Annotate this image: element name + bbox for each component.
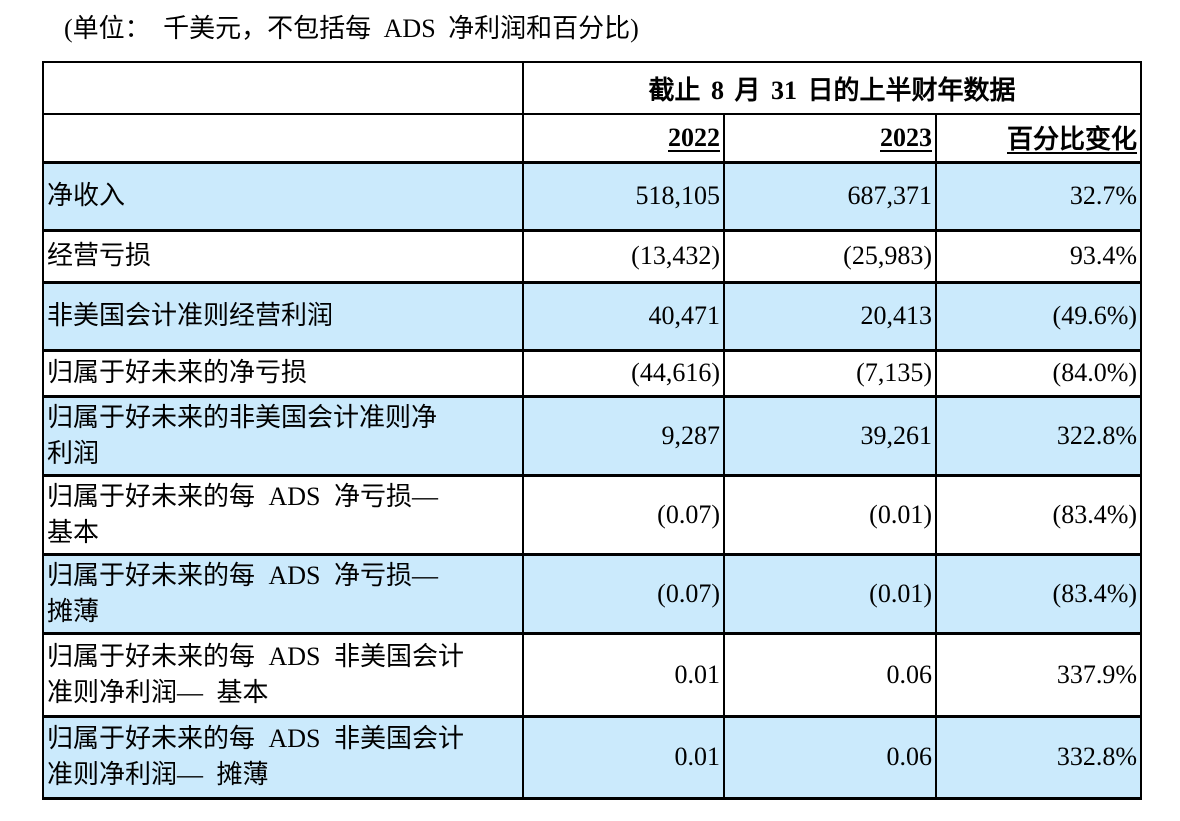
row-label: 归属于好未来的每 ADS 非美国会计 准则净利润— 摊薄 xyxy=(42,714,524,800)
value-2022: 40,471 xyxy=(522,280,725,352)
pct-change: (83.4%) xyxy=(934,552,1143,635)
header-row-period: 截止 8 月 31 日的上半财年数据 xyxy=(42,61,1143,115)
unit-note: (单位： 千美元，不包括每 ADS 净利润和百分比) xyxy=(64,14,639,43)
table-body: 净收入 518,105 687,371 32.7% 经营亏损 (13,432) … xyxy=(42,160,1143,800)
pct-change: 32.7% xyxy=(934,160,1143,232)
row-label: 归属于好未来的净亏损 xyxy=(42,348,524,398)
pct-change: (49.6%) xyxy=(934,280,1143,352)
value-2023: (7,135) xyxy=(723,348,937,398)
value-2023: (25,983) xyxy=(723,228,937,284)
row-label: 经营亏损 xyxy=(42,228,524,284)
column-header-2022: 2022 xyxy=(522,113,725,163)
row-label: 归属于好未来的非美国会计准则净 利润 xyxy=(42,394,524,477)
column-header-pct-change: 百分比变化 xyxy=(934,113,1143,163)
table-row: 归属于好未来的每 ADS 非美国会计 准则净利润— 基本 0.01 0.06 3… xyxy=(42,631,1143,718)
table-row: 经营亏损 (13,432) (25,983) 93.4% xyxy=(42,228,1143,284)
value-2022: 518,105 xyxy=(522,160,725,232)
value-2022: (44,616) xyxy=(522,348,725,398)
table-header: 截止 8 月 31 日的上半财年数据 2022 2023 百分比变化 xyxy=(42,61,1143,163)
pct-change: (83.4%) xyxy=(934,473,1143,556)
row-label: 归属于好未来的每 ADS 净亏损— 基本 xyxy=(42,473,524,556)
table-row: 归属于好未来的非美国会计准则净 利润 9,287 39,261 322.8% xyxy=(42,394,1143,477)
pct-change: 93.4% xyxy=(934,228,1143,284)
table-row: 归属于好未来的每 ADS 净亏损— 基本 (0.07) (0.01) (83.4… xyxy=(42,473,1143,556)
row-label: 归属于好未来的每 ADS 非美国会计 准则净利润— 基本 xyxy=(42,631,524,718)
value-2023: 687,371 xyxy=(723,160,937,232)
header-empty-cell xyxy=(42,61,524,115)
value-2022: 0.01 xyxy=(522,631,725,718)
value-2022: 0.01 xyxy=(522,714,725,800)
value-2023: 0.06 xyxy=(723,714,937,800)
row-label: 归属于好未来的每 ADS 净亏损— 摊薄 xyxy=(42,552,524,635)
value-2023: (0.01) xyxy=(723,473,937,556)
period-header: 截止 8 月 31 日的上半财年数据 xyxy=(521,61,1143,115)
value-2023: 0.06 xyxy=(723,631,937,718)
pct-change: (84.0%) xyxy=(934,348,1143,398)
table-row: 归属于好未来的每 ADS 非美国会计 准则净利润— 摊薄 0.01 0.06 3… xyxy=(42,714,1143,800)
table-row: 净收入 518,105 687,371 32.7% xyxy=(42,160,1143,232)
value-2022: (13,432) xyxy=(522,228,725,284)
value-2022: (0.07) xyxy=(522,473,725,556)
row-label: 非美国会计准则经营利润 xyxy=(42,280,524,352)
value-2023: 20,413 xyxy=(723,280,937,352)
header-empty-cell xyxy=(42,113,524,163)
pct-change: 322.8% xyxy=(934,394,1143,477)
value-2022: 9,287 xyxy=(522,394,725,477)
header-row-columns: 2022 2023 百分比变化 xyxy=(42,113,1143,163)
row-label: 净收入 xyxy=(42,160,524,232)
financial-table: 截止 8 月 31 日的上半财年数据 2022 2023 百分比变化 净收入 5… xyxy=(42,61,1143,800)
value-2023: (0.01) xyxy=(723,552,937,635)
table-row: 归属于好未来的净亏损 (44,616) (7,135) (84.0%) xyxy=(42,348,1143,398)
pct-change: 337.9% xyxy=(934,631,1143,718)
table-row: 归属于好未来的每 ADS 净亏损— 摊薄 (0.07) (0.01) (83.4… xyxy=(42,552,1143,635)
column-header-2023: 2023 xyxy=(723,113,937,163)
financial-report-page: (单位： 千美元，不包括每 ADS 净利润和百分比) 截止 8 月 31 日的上… xyxy=(0,13,1180,800)
pct-change: 332.8% xyxy=(934,714,1143,800)
value-2022: (0.07) xyxy=(522,552,725,635)
value-2023: 39,261 xyxy=(723,394,937,477)
table-row: 非美国会计准则经营利润 40,471 20,413 (49.6%) xyxy=(42,280,1143,352)
